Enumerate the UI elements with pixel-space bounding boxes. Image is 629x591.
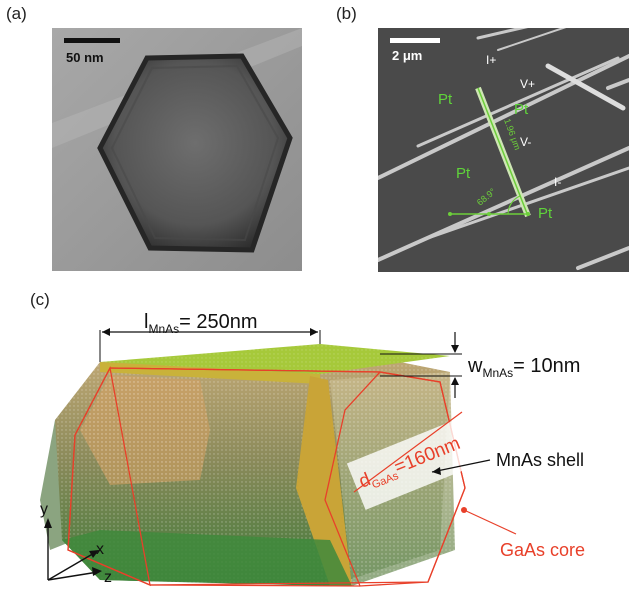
axis-y: y — [40, 501, 48, 518]
scale-bar-b — [390, 38, 440, 43]
sem-image: 2 μm Pt Pt Pt Pt I+ V+ V- I- 1.96 μm 68.… — [378, 28, 629, 272]
scale-label-a: 50 nm — [66, 50, 104, 65]
terminal-i-plus: I+ — [486, 53, 496, 67]
gaas-core-outline — [67, 366, 466, 587]
shell-label: MnAs shell — [496, 450, 584, 470]
axes-icon — [44, 518, 102, 581]
scale-bar-a — [64, 38, 120, 43]
svg-text:lMnAs= 250nm: lMnAs= 250nm — [144, 311, 258, 336]
panel-b-label: (b) — [336, 4, 357, 23]
panel-a-label: (a) — [6, 4, 27, 23]
w-value: = 10nm — [513, 355, 580, 377]
contact-pt-2: Pt — [514, 101, 529, 118]
axis-z: z — [104, 569, 112, 586]
l-sub: MnAs — [148, 322, 179, 336]
terminal-i-minus: I- — [554, 175, 561, 189]
panel-c-label: (c) — [30, 290, 50, 309]
terminal-v-plus: V+ — [520, 77, 535, 91]
d-dimension-line — [353, 411, 463, 493]
axis-x: x — [96, 541, 104, 558]
contact-pt-1: Pt — [438, 91, 453, 108]
nanowire-model: lMnAs= 250nm wMnAs= 10nm dGaAs=160nm MnA… — [40, 311, 585, 587]
svg-text:wMnAs= 10nm: wMnAs= 10nm — [467, 355, 580, 380]
w-label: w — [467, 355, 483, 377]
core-label: GaAs core — [500, 540, 585, 560]
l-value: = 250nm — [179, 311, 257, 333]
contact-pt-3: Pt — [456, 165, 471, 182]
tem-image: 50 nm — [52, 28, 302, 271]
contact-pt-4: Pt — [538, 205, 553, 222]
scale-label-b: 2 μm — [392, 48, 422, 63]
w-sub: MnAs — [482, 366, 513, 380]
nanowire-cross-section — [97, 53, 293, 253]
l-label: l — [144, 311, 148, 333]
terminal-v-minus: V- — [520, 135, 531, 149]
